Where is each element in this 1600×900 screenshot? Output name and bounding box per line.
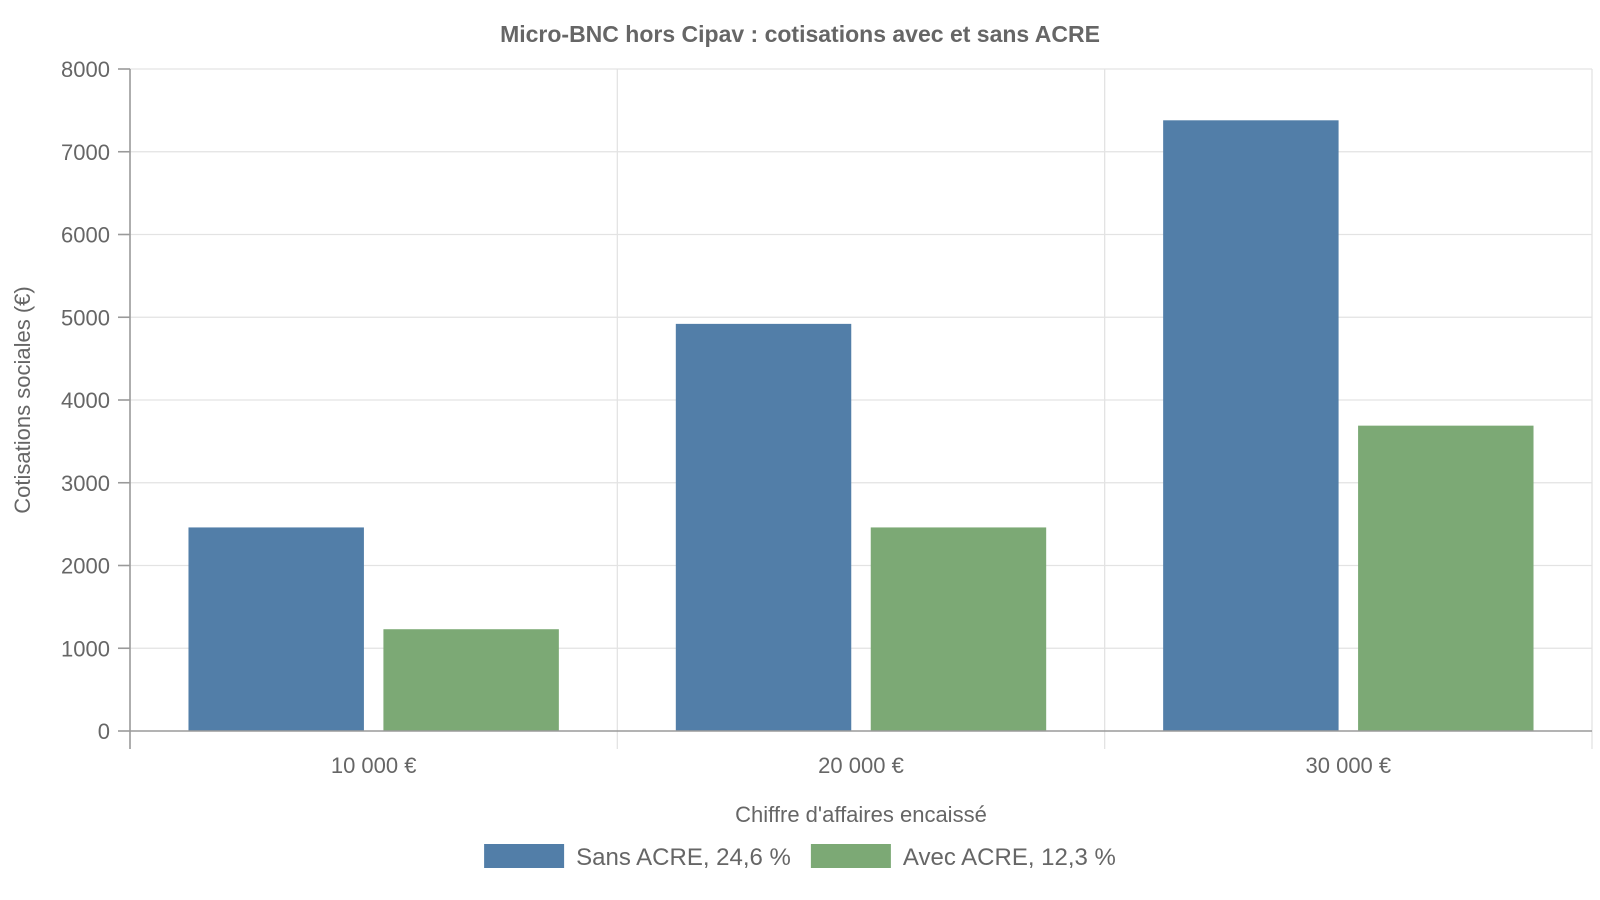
x-axis-tick-labels: 10 000 € 20 000 € 30 000 € [331, 753, 1391, 778]
legend-label-sans-acre: Sans ACRE, 24,6 % [576, 844, 791, 871]
x-tick-label-2: 20 000 € [818, 753, 904, 778]
y-tick-label-7: 7000 [61, 140, 110, 165]
y-tick-label-0: 0 [98, 719, 110, 744]
bar-avec-acre-1 [383, 629, 559, 731]
chart-title: Micro-BNC hors Cipav : cotisations avec … [500, 21, 1100, 47]
grid-lines [130, 68, 1593, 749]
y-tick-label-6: 6000 [61, 223, 110, 248]
y-tick-label-4: 4000 [61, 388, 110, 413]
x-tick-label-1: 10 000 € [331, 753, 417, 778]
bar-series [188, 120, 1534, 732]
y-tick-label-8: 8000 [61, 57, 110, 82]
y-tick-label-1: 1000 [61, 636, 110, 661]
bar-sans-acre-3 [1163, 120, 1339, 732]
y-axis-tick-labels: 0 1000 2000 3000 4000 5000 6000 7000 8000 [61, 57, 110, 744]
bar-sans-acre-1 [188, 527, 364, 731]
y-axis-title: Cotisations sociales (€) [10, 286, 35, 513]
axes [118, 68, 1592, 749]
y-tick-label-3: 3000 [61, 471, 110, 496]
y-tick-label-2: 2000 [61, 554, 110, 579]
bar-avec-acre-3 [1358, 425, 1534, 731]
legend-swatch-sans-acre [484, 844, 565, 868]
x-tick-label-3: 30 000 € [1306, 753, 1392, 778]
legend-label-avec-acre: Avec ACRE, 12,3 % [903, 844, 1116, 871]
legend: Sans ACRE, 24,6 % Avec ACRE, 12,3 % [484, 844, 1116, 871]
x-axis-title: Chiffre d'affaires encaissé [735, 802, 987, 827]
y-tick-label-5: 5000 [61, 305, 110, 330]
bar-avec-acre-2 [870, 527, 1047, 731]
bar-sans-acre-2 [675, 323, 852, 731]
legend-swatch-avec-acre [810, 844, 891, 868]
